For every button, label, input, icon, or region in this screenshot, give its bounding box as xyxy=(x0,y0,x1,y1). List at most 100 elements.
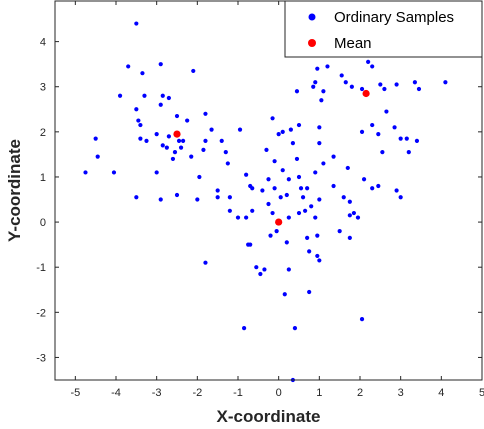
ordinary-sample-point xyxy=(189,154,194,159)
ordinary-sample-point xyxy=(313,80,318,85)
ordinary-sample-point xyxy=(203,260,208,265)
ordinary-sample-point xyxy=(140,71,145,76)
ordinary-sample-point xyxy=(215,188,220,193)
ordinary-sample-point xyxy=(286,267,291,272)
ordinary-sample-point xyxy=(266,177,271,182)
ordinary-sample-point xyxy=(296,210,302,216)
ordinary-sample-point xyxy=(321,89,326,94)
ordinary-sample-point xyxy=(219,138,224,143)
ordinary-sample-point xyxy=(347,199,352,204)
ordinary-sample-point xyxy=(317,197,322,202)
ordinary-sample-point xyxy=(345,165,350,171)
ordinary-sample-point xyxy=(181,138,186,143)
ordinary-sample-point xyxy=(225,161,230,166)
ordinary-sample-point xyxy=(300,195,306,200)
ordinary-sample-point xyxy=(296,174,302,180)
ticks-layer: -5 -4 -3 -2 -1 0 1 2 3 4 5 -3 -2 -1 0 1 2 3 4 xyxy=(36,1,484,399)
ordinary-sample-point xyxy=(321,161,326,166)
ordinary-sample-point xyxy=(394,188,399,193)
ordinary-sample-point xyxy=(366,59,371,65)
legend: Ordinary Samples Mean xyxy=(284,0,483,58)
legend-marker-ordinary-samples xyxy=(308,13,316,21)
ordinary-sample-point xyxy=(392,125,397,130)
x-tick-label: 5 xyxy=(479,387,484,399)
ordinary-sample-point xyxy=(412,80,417,85)
ordinary-sample-point xyxy=(158,62,163,67)
ordinary-sample-point xyxy=(174,113,180,119)
ordinary-sample-point xyxy=(296,122,302,128)
ordinary-sample-point xyxy=(303,208,308,213)
ordinary-sample-point xyxy=(284,240,289,245)
ordinary-sample-point xyxy=(158,102,163,107)
ordinary-sample-point xyxy=(93,136,98,141)
ordinary-sample-point xyxy=(370,64,375,69)
ordinary-sample-point xyxy=(294,89,300,94)
mean-point xyxy=(275,218,283,226)
ordinary-sample-point xyxy=(268,233,273,238)
ordinary-sample-point xyxy=(376,183,381,189)
ordinary-sample-point xyxy=(376,132,381,137)
y-tick-label: -1 xyxy=(36,262,46,274)
ordinary-sample-point xyxy=(416,86,422,92)
ordinary-sample-point xyxy=(174,192,180,198)
ordinary-sample-point xyxy=(278,195,283,200)
ordinary-sample-point xyxy=(176,138,182,143)
ordinary-sample-point xyxy=(394,82,399,87)
ordinary-sample-point xyxy=(370,186,375,191)
x-tick-label: -4 xyxy=(111,387,121,399)
ordinary-sample-point xyxy=(201,147,206,152)
ordinary-sample-point xyxy=(197,174,202,180)
ordinary-sample-point xyxy=(398,136,403,141)
ordinary-sample-point xyxy=(134,195,139,200)
ordinary-sample-point xyxy=(160,143,165,148)
ordinary-sample-point xyxy=(359,129,365,134)
legend-marker-mean xyxy=(308,39,316,47)
ordinary-sample-point xyxy=(380,150,385,155)
ordinary-sample-point xyxy=(134,107,139,112)
ordinary-sample-point xyxy=(331,154,336,159)
ordinary-sample-point xyxy=(195,197,200,202)
ordinary-sample-point xyxy=(288,127,293,132)
ordinary-sample-point xyxy=(250,208,255,213)
ordinary-sample-point xyxy=(286,215,291,220)
y-tick-label: -3 xyxy=(36,352,46,364)
ordinary-sample-point xyxy=(315,66,320,71)
ordinary-sample-point xyxy=(264,147,269,152)
ordinary-sample-point xyxy=(337,229,342,234)
x-axis-label: X-coordinate xyxy=(217,407,321,426)
y-tick-label: 0 xyxy=(40,217,46,229)
y-tick-label: 3 xyxy=(40,82,46,94)
ordinary-sample-point xyxy=(203,111,208,116)
ordinary-sample-point xyxy=(237,127,243,132)
ordinary-sample-point xyxy=(154,132,159,137)
ordinary-sample-point xyxy=(276,132,281,137)
ordinary-sample-point xyxy=(315,233,320,238)
ordinary-sample-point xyxy=(280,129,285,134)
legend-label-ordinary-samples: Ordinary Samples xyxy=(334,9,454,26)
ordinary-sample-point xyxy=(95,154,100,159)
ordinary-sample-point xyxy=(382,86,387,92)
ordinary-sample-point xyxy=(154,170,159,175)
ordinary-sample-point xyxy=(144,138,149,143)
ordinary-sample-point xyxy=(355,215,361,220)
x-tick-label: -1 xyxy=(233,387,243,399)
ordinary-sample-point xyxy=(317,125,322,130)
ordinary-sample-point xyxy=(83,170,88,175)
ordinary-sample-point xyxy=(266,201,271,207)
ordinary-sample-point xyxy=(361,177,367,182)
x-tick-label: 2 xyxy=(357,387,363,399)
ordinary-sample-point xyxy=(313,215,318,220)
ordinary-sample-point xyxy=(280,168,285,173)
ordinary-sample-point xyxy=(307,249,312,254)
ordinary-sample-point xyxy=(309,204,314,209)
ordinary-sample-point xyxy=(315,253,320,259)
ordinary-sample-point xyxy=(298,186,304,191)
ordinary-sample-point xyxy=(134,21,139,26)
ordinary-sample-point xyxy=(351,210,356,216)
ordinary-sample-point xyxy=(286,177,291,182)
x-tick-label: 3 xyxy=(398,387,404,399)
ordinary-sample-point xyxy=(191,68,196,74)
y-tick-label: -2 xyxy=(36,307,46,319)
ordinary-sample-point xyxy=(347,235,352,240)
ordinary-sample-point xyxy=(254,265,259,270)
